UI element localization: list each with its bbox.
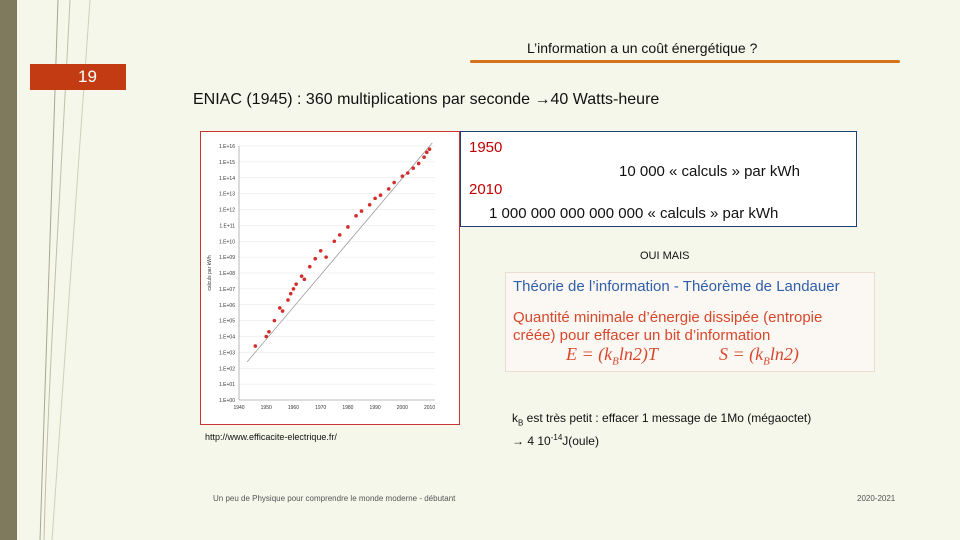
x-tick-label: 2000 — [397, 405, 408, 411]
year-1950: 1950 — [469, 139, 503, 156]
y-tick-label: 1.E+04 — [219, 335, 235, 341]
calc-1950-text: 10 000 « calculs » par kWh — [619, 163, 800, 180]
footer-course-title: Un peu de Physique pour comprendre le mo… — [213, 494, 456, 503]
data-point — [392, 180, 396, 185]
kb-note-line1: kB est très petit : effacer 1 message de… — [512, 411, 812, 428]
x-tick-label: 1970 — [315, 405, 326, 411]
y-tick-label: 1.E+00 — [219, 398, 235, 404]
data-point — [373, 196, 377, 201]
slide-title: L’information a un coût énergétique ? — [527, 40, 758, 56]
x-tick-label: 2010 — [424, 405, 435, 411]
data-point — [302, 277, 307, 282]
data-point — [337, 233, 342, 237]
landauer-formula-image: Théorie de l’information - Théorème de L… — [505, 272, 875, 372]
y-tick-label: 1.E+07 — [219, 287, 235, 293]
data-point — [411, 166, 416, 171]
y-tick-label: 1.E+15 — [219, 160, 235, 166]
left-accent-bar — [0, 0, 17, 540]
oui-mais-label: OUI MAIS — [640, 250, 690, 262]
data-point — [427, 147, 432, 151]
y-tick-label: 1.E+13 — [219, 192, 235, 198]
data-point — [378, 193, 383, 198]
data-point — [400, 174, 405, 178]
data-point — [346, 225, 350, 229]
eniac-headline: ENIAC (1945) : 360 multiplications par s… — [193, 91, 660, 108]
x-tick-label: 1960 — [288, 405, 299, 411]
source-link[interactable]: http://www.efficacite-electrique.fr/ — [205, 432, 337, 442]
y-tick-label: 1.E+05 — [219, 319, 235, 325]
chart-svg: 1.E+00 1.E+01 1.E+02 1.E+03 1.E+04 1.E+05 1.E+… — [207, 142, 435, 411]
y-tick-label: 1.E+01 — [219, 382, 235, 388]
y-tick-label: 1.E+16 — [219, 144, 235, 150]
y-tick-label: 1.E+10 — [219, 239, 235, 245]
y-tick-label: 1.E+02 — [219, 366, 235, 372]
y-tick-label: 1.E+09 — [219, 255, 235, 261]
landauer-text-line1: Quantité minimale d’énergie dissipée (en… — [513, 309, 823, 326]
data-point — [278, 306, 282, 310]
slide-number: 19 — [78, 67, 97, 86]
data-point — [286, 298, 290, 302]
y-tick-label: 1.E+03 — [219, 350, 235, 356]
x-tick-label: 1990 — [370, 405, 381, 411]
energy-equation: E = (kBln2)T — [566, 344, 658, 368]
calc-2010-text: 1 000 000 000 000 000 « calculs » par kW… — [489, 205, 779, 222]
x-tick-label: 1980 — [342, 405, 353, 411]
y-tick-label: 1.E+14 — [219, 176, 235, 182]
y-tick-label: 1.E+06 — [219, 303, 235, 309]
data-point — [294, 282, 298, 286]
data-point — [318, 248, 323, 253]
year-2010: 2010 — [469, 181, 503, 198]
data-point — [299, 274, 304, 278]
computing-efficiency-box: 1950 10 000 « calculs » par kWh 2010 1 0… — [460, 131, 857, 227]
y-tick-label: 1.E+12 — [219, 208, 235, 214]
landauer-text: Quantité minimale d’énergie dissipée (en… — [513, 309, 822, 345]
slide-number-tab: 19 — [30, 64, 126, 90]
x-tick-label: 1950 — [261, 405, 272, 411]
data-point — [272, 318, 277, 323]
x-tick-label: 1940 — [233, 405, 244, 411]
efficiency-chart: 1.E+00 1.E+01 1.E+02 1.E+03 1.E+04 1.E+05 1.E+… — [200, 131, 460, 425]
landauer-text-line2: créée) pour effacer un bit d’information — [513, 327, 771, 344]
data-point — [253, 344, 258, 348]
data-point — [267, 329, 271, 334]
data-point — [324, 255, 328, 259]
data-point — [307, 264, 312, 269]
footer-year: 2020-2021 — [857, 494, 896, 503]
data-point — [386, 187, 391, 191]
data-point — [425, 150, 429, 155]
y-tick-label: 1.E+11 — [219, 223, 235, 229]
entropy-equation: S = (kBln2) — [719, 344, 799, 368]
data-point — [264, 334, 269, 339]
trend-line — [246, 142, 433, 363]
title-underline — [470, 60, 900, 63]
data-point — [291, 287, 296, 291]
data-point — [354, 214, 358, 218]
data-point — [416, 161, 421, 166]
landauer-heading: Théorie de l’information - Théorème de L… — [513, 278, 840, 295]
y-axis-label: calculs par kWh — [207, 255, 213, 291]
data-point — [422, 155, 426, 159]
data-point — [405, 171, 410, 175]
data-point — [313, 256, 318, 261]
data-point — [280, 309, 285, 313]
data-point — [367, 202, 372, 207]
data-point — [359, 209, 364, 213]
data-point — [332, 239, 337, 244]
kb-note-line2: → 4 10-14J(oule) — [512, 433, 599, 449]
data-point — [288, 291, 293, 296]
kb-note: kB est très petit : effacer 1 message de… — [512, 411, 811, 449]
y-tick-label: 1.E+08 — [219, 271, 235, 277]
